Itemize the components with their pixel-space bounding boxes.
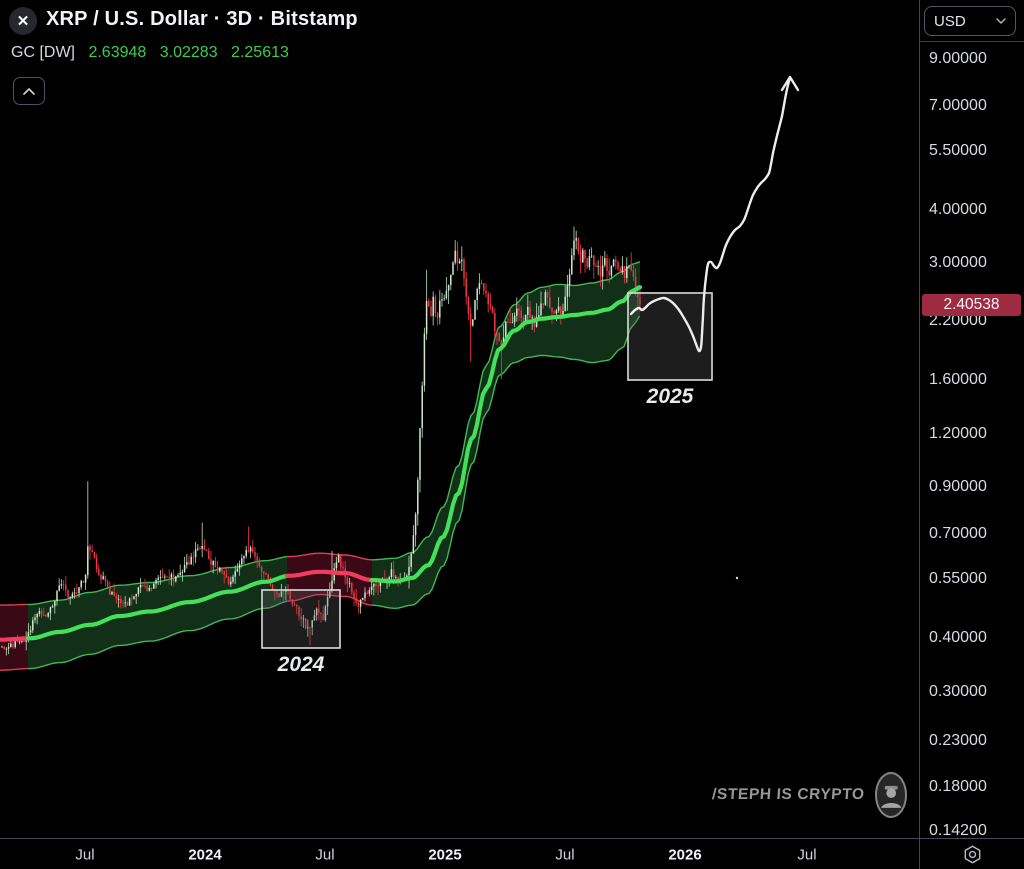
price-tick: 0.70000	[929, 525, 987, 543]
axis-settings-cell[interactable]	[919, 839, 1024, 869]
time-tick-month: Jul	[555, 846, 575, 863]
price-tick: 0.90000	[929, 478, 987, 496]
price-tick: 0.14200	[929, 822, 987, 839]
chevron-up-icon	[23, 87, 35, 95]
time-axis[interactable]: Jul 2024 Jul 2025 Jul 2026 Jul	[0, 838, 1024, 869]
time-tick-month: Jul	[797, 846, 817, 863]
price-tick: 0.18000	[929, 777, 987, 795]
price-tick: 1.60000	[929, 371, 987, 389]
stray-dot	[735, 576, 739, 580]
watermark: /STEPH IS CRYPTO	[711, 770, 907, 820]
price-tick: 1.20000	[929, 424, 987, 442]
arrowhead-icon	[780, 75, 800, 92]
time-tick-month: Jul	[75, 846, 95, 863]
annotation-label-2024[interactable]: 2024	[277, 653, 325, 676]
avatar-person-icon	[880, 785, 901, 808]
indicator-legend[interactable]: GC [DW] 2.63948 3.02283 2.25613	[11, 44, 289, 62]
price-tick: 0.23000	[929, 732, 987, 750]
price-tick: 5.50000	[929, 141, 987, 159]
current-price-tag: 2.40538	[922, 293, 1021, 316]
indicator-value-mid: 2.63948	[88, 44, 147, 61]
indicator-name[interactable]: GC [DW]	[11, 44, 75, 61]
time-tick-year: 2025	[428, 846, 462, 863]
price-tick: 4.00000	[929, 200, 987, 218]
price-tick: 3.00000	[929, 254, 987, 272]
price-tick: 0.55000	[929, 570, 987, 588]
chart-canvas[interactable]: 2024 2025	[0, 0, 919, 838]
avatar	[874, 772, 907, 818]
xrp-logo-icon[interactable]: ✕	[9, 7, 37, 35]
price-tick: 0.30000	[929, 682, 987, 700]
gaussian-channel-centerline[interactable]	[0, 285, 643, 642]
price-axis[interactable]: USD 9.00000 7.00000 5.50000 4.00000 3.00000 2…	[919, 0, 1024, 839]
price-tick: 2.20000	[929, 312, 987, 330]
time-tick-year: 2026	[668, 846, 702, 863]
gear-icon[interactable]	[962, 844, 983, 865]
annotation-box-2025[interactable]: 2025	[627, 292, 713, 408]
symbol-title[interactable]: XRP / U.S. Dollar · 3D · Bitstamp	[46, 8, 358, 30]
chevron-down-icon	[996, 18, 1006, 24]
annotation-label-2025[interactable]: 2025	[646, 385, 694, 408]
axis-separator	[920, 41, 1024, 42]
price-tick: 0.40000	[929, 629, 987, 647]
watermark-text: /STEPH IS CRYPTO	[711, 786, 866, 803]
currency-label: USD	[934, 12, 966, 30]
indicator-value-high: 3.02283	[159, 44, 218, 61]
currency-selector[interactable]: USD	[924, 6, 1016, 36]
time-tick-year: 2024	[188, 846, 222, 863]
collapse-legend-button[interactable]	[13, 77, 45, 105]
annotation-box-2024[interactable]: 2024	[261, 589, 341, 676]
time-tick-month: Jul	[315, 846, 335, 863]
projection-arrow[interactable]	[629, 75, 800, 353]
price-tick: 9.00000	[929, 50, 987, 67]
price-tick: 7.00000	[929, 96, 987, 114]
indicator-value-low: 2.25613	[231, 44, 289, 61]
